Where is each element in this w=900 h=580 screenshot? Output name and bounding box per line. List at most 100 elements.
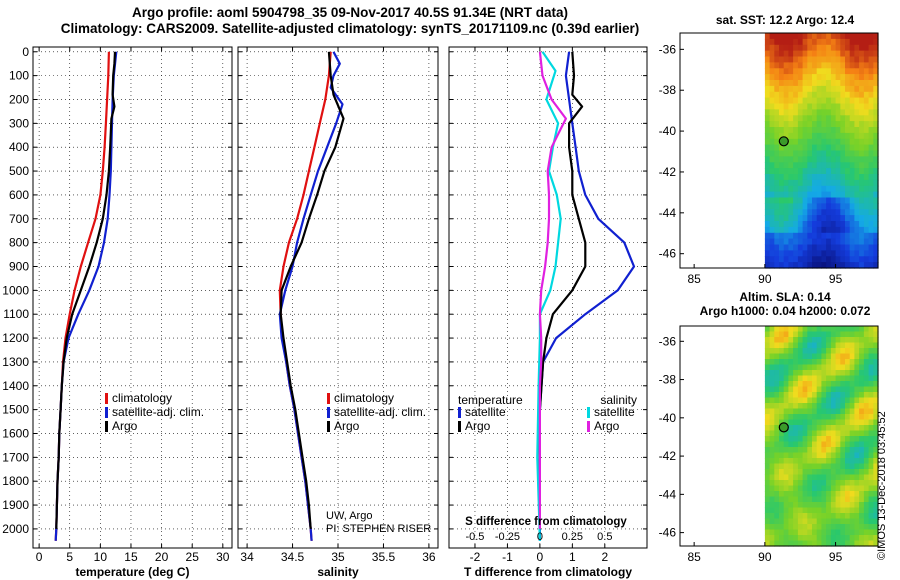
sla-map-cell [849, 326, 855, 333]
sst-map-cell [807, 85, 813, 93]
sla-map-cell [835, 540, 841, 547]
sla-map-cell [845, 513, 851, 520]
sst-map-cell [812, 256, 818, 263]
sst-map-cell [769, 262, 775, 269]
sst-map-cell [807, 74, 813, 81]
sst-map-cell [835, 262, 841, 269]
sla-map-cell [826, 474, 832, 481]
sla-map-cell [783, 408, 789, 415]
sla-map-cell [774, 353, 780, 360]
sst-map-cell [788, 197, 794, 204]
sst-map-cell [788, 109, 794, 116]
sst-map-cell [779, 132, 785, 140]
sst-map-cell [793, 62, 799, 69]
sla-map-cell [826, 529, 832, 536]
sst-map-cell [816, 244, 822, 251]
sst-map-cell [821, 232, 827, 240]
sla-map-cell [797, 507, 804, 514]
sla-map-cell [783, 337, 789, 344]
sst-map-cell [821, 185, 827, 193]
sst-map-cell [783, 168, 789, 175]
sst-map-cell [764, 250, 771, 257]
sst-map-cell [802, 185, 808, 193]
sst-map-cell [863, 38, 870, 46]
sla-map-cell [774, 518, 780, 525]
sla-map-cell [821, 414, 827, 421]
sla-map-cell [807, 529, 813, 536]
temperature-legend-label: satellite-adj. clim. [112, 405, 204, 419]
sla-map-cell [793, 496, 799, 503]
sst-map-cell [863, 80, 870, 87]
sla-map-cell [802, 425, 808, 432]
sst-map-cell [835, 50, 841, 58]
sla-map-cell [863, 359, 870, 366]
sla-map-cell [849, 331, 855, 338]
sst-map-cell [840, 191, 846, 199]
sla-map-cell [868, 491, 874, 498]
sla-map-cell [868, 353, 874, 360]
sla-map-cell [802, 469, 808, 476]
sst-map-cell [840, 91, 846, 99]
sla-map-cell [769, 441, 775, 448]
sla-map-cell [859, 364, 865, 371]
sla-map-cell [812, 535, 818, 542]
sst-map-cell [793, 150, 799, 157]
sst-map-cell [830, 174, 837, 181]
sst-map-cell [774, 191, 780, 199]
sla-map-cell [793, 430, 799, 437]
sst-map-cell [854, 38, 860, 46]
sla-map-cell [793, 353, 799, 360]
sst-map-cell [774, 244, 780, 251]
sla-map-cell [873, 458, 879, 465]
sst-map-cell [821, 238, 827, 246]
sla-map-cell [793, 375, 799, 382]
sst-map-cell [859, 74, 865, 81]
sla-map-cell [821, 441, 827, 448]
sst-map-cell [868, 256, 874, 263]
sst-map-cell [816, 185, 822, 193]
sst-map-cell [863, 56, 870, 63]
sst-map-cell [807, 50, 813, 58]
sst-map-cell [830, 168, 837, 175]
sst-map-cell [849, 121, 855, 128]
sla-map-cell [783, 326, 789, 333]
sla-map-cell [854, 414, 860, 421]
sla-map-cell [793, 419, 799, 426]
sla-map-cell [807, 436, 813, 443]
sst-map-cell [868, 191, 874, 199]
sst-map-cell [779, 256, 785, 263]
sla-map-cell [802, 452, 808, 459]
sst-map-cell [859, 121, 865, 128]
sst-map-cell [873, 97, 879, 105]
sst-map-cell [873, 168, 879, 175]
sst-map-cell [863, 221, 870, 228]
depth-tick-label: 1300 [2, 355, 29, 369]
sst-map-cell [845, 238, 851, 246]
sla-map-cell [854, 436, 860, 443]
sla-map-cell [779, 458, 785, 465]
sst-map-cell [793, 168, 799, 175]
salinity-legend-swatch [327, 407, 330, 418]
sst-map-cell [821, 33, 827, 40]
sla-map-cell [859, 507, 865, 514]
difference-s-tick-label: 0 [537, 531, 543, 543]
difference-t-legend-label: satellite [465, 405, 506, 419]
sst-map-cell [807, 250, 813, 257]
sla-map-cell [769, 469, 775, 476]
sst-map-cell [849, 226, 855, 234]
sst-map-cell [873, 132, 879, 140]
sst-map-cell [868, 203, 874, 210]
sst-map-cell [821, 150, 827, 157]
sst-map-cell [854, 150, 860, 157]
sst-map-cell [830, 127, 837, 134]
sst-map-cell [873, 68, 879, 75]
sla-map-cell [868, 348, 874, 355]
sla-map-cell [797, 337, 804, 344]
sla-map-cell [859, 480, 865, 487]
sst-map-cell [840, 203, 846, 210]
sst-map-cell [849, 162, 855, 169]
sst-map-cell [849, 50, 855, 58]
sst-map-cell [797, 168, 804, 175]
sst-map-cell [812, 244, 818, 251]
sst-argo-position-marker [778, 136, 789, 147]
